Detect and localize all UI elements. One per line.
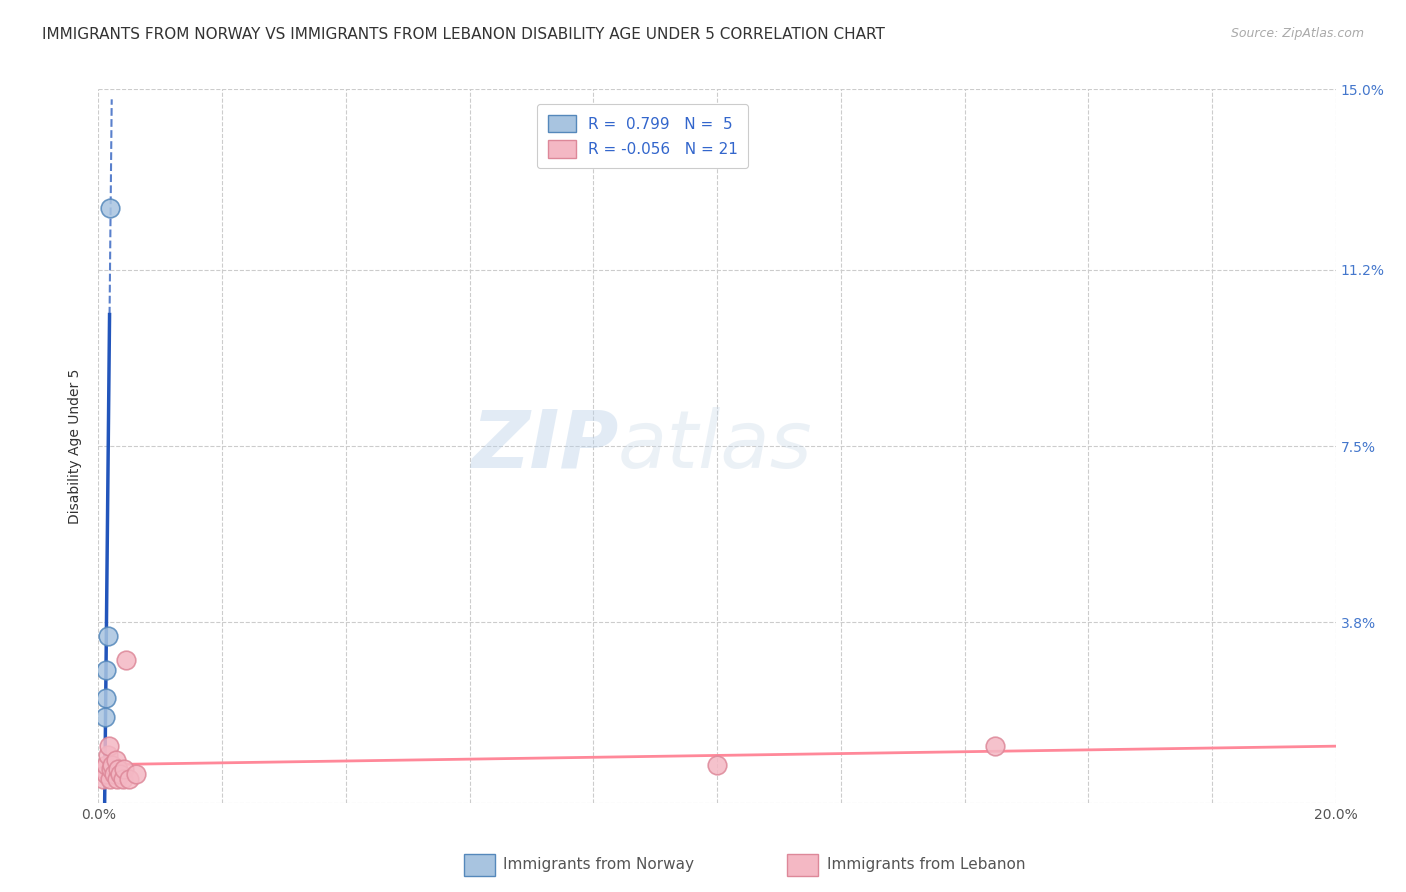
Point bbox=[98, 201, 121, 215]
Point bbox=[93, 772, 115, 786]
Point bbox=[101, 757, 124, 772]
Point bbox=[104, 753, 127, 767]
Point bbox=[97, 629, 120, 643]
Point bbox=[100, 763, 122, 777]
Point bbox=[107, 763, 129, 777]
Text: atlas: atlas bbox=[619, 407, 813, 485]
Point bbox=[97, 748, 120, 763]
Point bbox=[118, 772, 141, 786]
Point bbox=[108, 767, 131, 781]
Point bbox=[112, 772, 135, 786]
Point bbox=[984, 739, 1007, 753]
Point bbox=[105, 772, 128, 786]
Point bbox=[94, 767, 117, 781]
Point bbox=[96, 757, 118, 772]
Text: IMMIGRANTS FROM NORWAY VS IMMIGRANTS FROM LEBANON DISABILITY AGE UNDER 5 CORRELA: IMMIGRANTS FROM NORWAY VS IMMIGRANTS FRO… bbox=[42, 27, 884, 42]
Point bbox=[103, 767, 125, 781]
Point bbox=[706, 757, 728, 772]
Point bbox=[112, 763, 135, 777]
Point bbox=[93, 763, 115, 777]
Point bbox=[98, 772, 121, 786]
Y-axis label: Disability Age Under 5: Disability Age Under 5 bbox=[69, 368, 83, 524]
Point bbox=[115, 653, 138, 667]
Point bbox=[96, 663, 118, 677]
Point bbox=[93, 710, 115, 724]
Point bbox=[94, 691, 117, 706]
Legend: R =  0.799   N =  5, R = -0.056   N = 21: R = 0.799 N = 5, R = -0.056 N = 21 bbox=[537, 104, 748, 169]
Text: Source: ZipAtlas.com: Source: ZipAtlas.com bbox=[1230, 27, 1364, 40]
Text: Immigrants from Norway: Immigrants from Norway bbox=[503, 857, 695, 871]
Point bbox=[124, 767, 146, 781]
Text: Immigrants from Lebanon: Immigrants from Lebanon bbox=[827, 857, 1025, 871]
Point bbox=[97, 739, 120, 753]
Text: ZIP: ZIP bbox=[471, 407, 619, 485]
